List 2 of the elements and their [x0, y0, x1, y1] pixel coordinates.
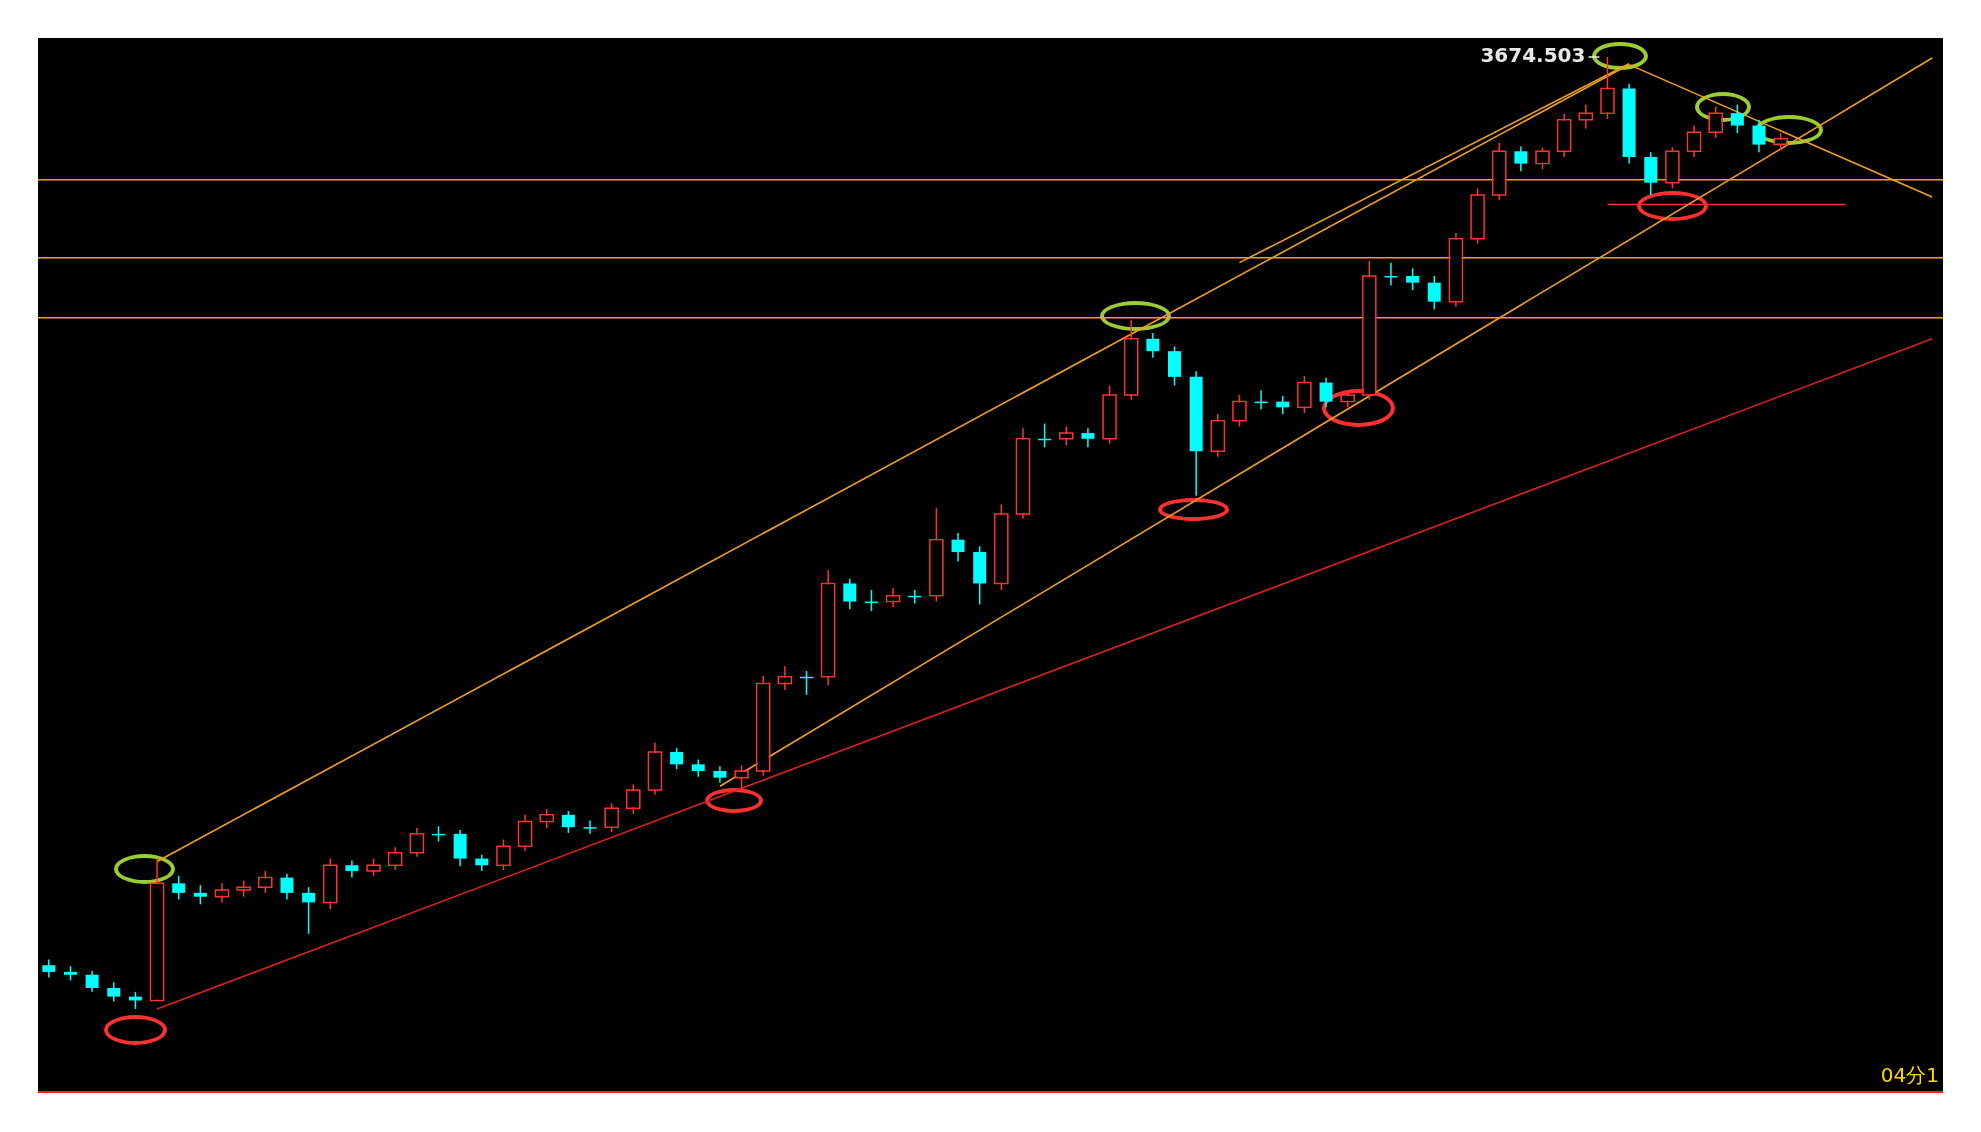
text: 04分1 — [1880, 1063, 1939, 1088]
annotation: 3674.503 — [1480, 43, 1586, 68]
